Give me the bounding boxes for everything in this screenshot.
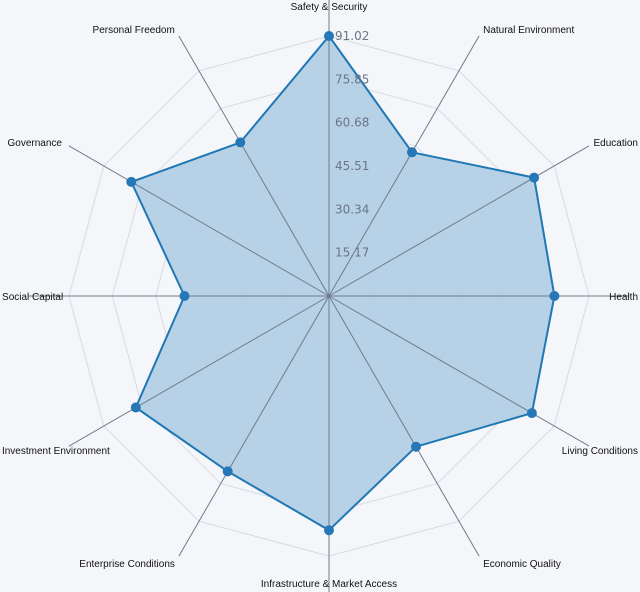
category-label: Governance (8, 138, 63, 149)
spoke-line (178, 35, 330, 297)
category-label: Safety & Security (291, 2, 368, 13)
category-label: Infrastructure & Market Access (261, 579, 397, 590)
spoke-line (328, 295, 480, 557)
spoke-line (68, 295, 330, 447)
spoke-line (328, 295, 590, 447)
tick-label: 15.17 (335, 246, 369, 260)
data-point (407, 147, 417, 158)
radial-tick-labels: 15.17 30.34 45.51 60.68 75.85 91.02 (335, 29, 369, 260)
category-label: Enterprise Conditions (79, 559, 175, 570)
data-point (549, 291, 560, 301)
category-label: Investment Environment (2, 446, 110, 457)
data-point (411, 441, 421, 452)
data-point (324, 31, 334, 41)
data-area-fill (131, 36, 555, 531)
data-point (222, 466, 233, 477)
tick-label: 75.85 (335, 72, 369, 86)
category-label: Living Conditions (562, 446, 638, 457)
data-point (526, 408, 537, 419)
tick-label: 30.34 (335, 202, 369, 216)
data-point (235, 137, 246, 148)
data-point (324, 525, 334, 536)
category-label: Social Capital (2, 292, 63, 303)
data-point (529, 172, 540, 183)
tick-label: 60.68 (335, 116, 369, 130)
spoke-line (328, 145, 590, 297)
data-point (126, 176, 137, 187)
category-label: Natural Environment (483, 25, 574, 36)
category-label: Education (594, 138, 638, 149)
tick-label: 91.02 (335, 29, 369, 43)
category-label: Economic Quality (483, 559, 561, 570)
data-area (130, 35, 556, 532)
spoke-line (178, 295, 330, 557)
spoke-line (68, 145, 330, 297)
data-points (126, 31, 560, 536)
data-point (179, 291, 190, 301)
category-label: Health (609, 292, 638, 303)
spoke-line (328, 35, 480, 297)
spokes (28, 0, 630, 592)
category-label: Personal Freedom (93, 25, 175, 36)
tick-label: 45.51 (335, 159, 369, 173)
data-point (130, 402, 141, 413)
